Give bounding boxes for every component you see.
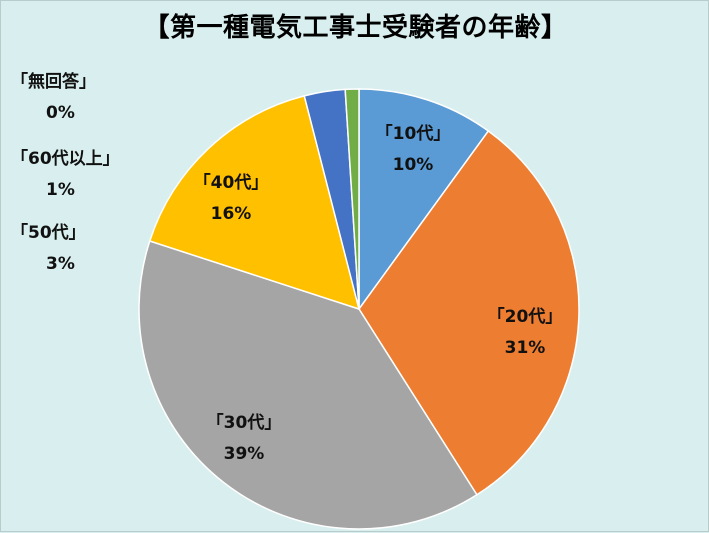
pie-slice: [138, 240, 478, 530]
slice-label: 「20代」: [488, 306, 563, 327]
slice-label: 「30代」: [207, 412, 282, 433]
slice-percent-label: 39%: [224, 444, 265, 464]
slice-percent-label: 0%: [46, 103, 75, 123]
slice-label: 「50代」: [11, 222, 86, 243]
pie-slice: [358, 129, 580, 496]
chart-title: 【第一種電気工事士受験者の年齢】: [143, 13, 568, 43]
pie-slice: [148, 94, 361, 311]
slice-label: 「無回答」: [11, 71, 96, 92]
pie-slice: [358, 88, 490, 312]
pie-slices: [138, 88, 580, 530]
slice-label: 「60代以上」: [11, 148, 120, 169]
slice-label: 「10代」: [376, 123, 451, 144]
pie-slice: [344, 88, 360, 310]
slice-percent-label: 3%: [46, 254, 75, 274]
slice-label: 「40代」: [194, 172, 269, 193]
slice-percent-label: 1%: [46, 180, 75, 200]
slice-percent-label: 31%: [505, 338, 546, 358]
slice-percent-label: 10%: [393, 155, 434, 175]
pie-labels: 「10代」 10% 「20代」 31% 「30代」 39% 「40代」 16% 「50代」 3% 「…: [11, 71, 562, 464]
slice-percent-label: 16%: [211, 204, 252, 224]
